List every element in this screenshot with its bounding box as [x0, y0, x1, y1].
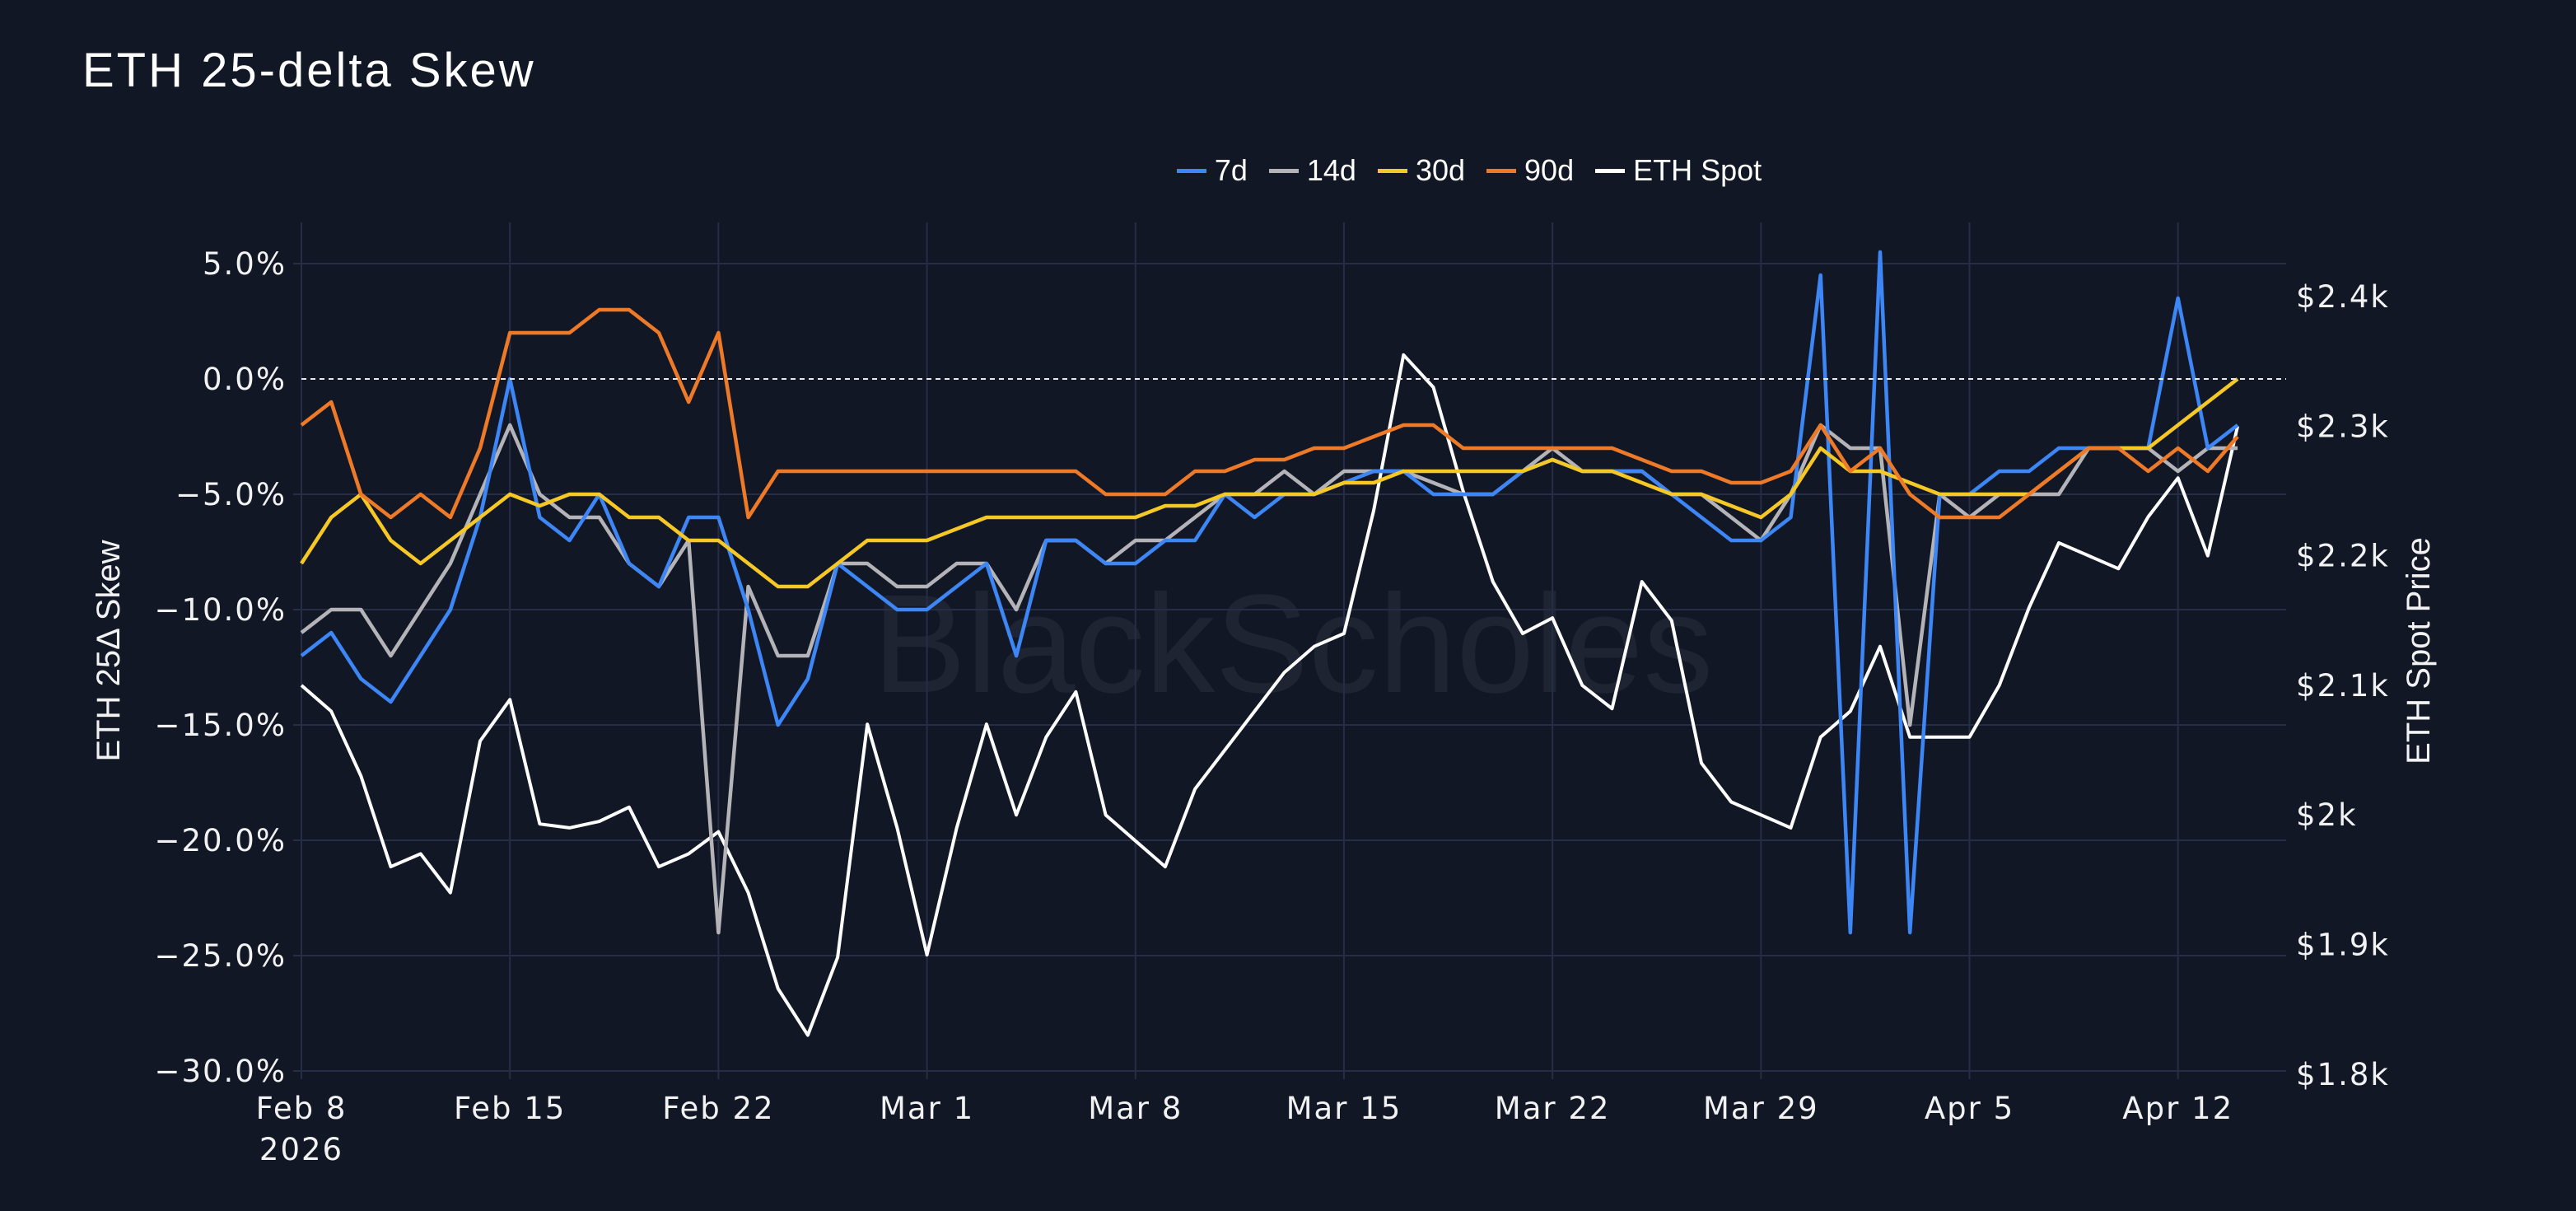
- x-tick-label: Mar 1: [880, 1091, 974, 1126]
- y-tick-label: 0.0%: [203, 362, 287, 397]
- y-tick-label: −25.0%: [154, 938, 287, 974]
- legend-item-14d[interactable]: 14d: [1268, 153, 1356, 188]
- y-tick-label: −10.0%: [154, 592, 287, 628]
- x-tick-label: Apr 5: [1925, 1091, 2014, 1126]
- legend-label: 90d: [1524, 153, 1575, 187]
- legend-swatch: [1377, 168, 1407, 173]
- legend-swatch: [1595, 168, 1626, 173]
- x-tick-year: 2026: [259, 1132, 343, 1167]
- legend-item-eth-spot[interactable]: ETH Spot: [1595, 153, 1762, 188]
- y2-tick-label: $2.2k: [2296, 539, 2390, 574]
- y2-tick-label: $1.9k: [2296, 928, 2390, 963]
- x-tick-label: Mar 8: [1088, 1091, 1183, 1126]
- x-tick-label: Mar 29: [1703, 1091, 1819, 1126]
- legend-swatch: [1176, 168, 1206, 173]
- series-line-eth-spot: [300, 353, 2240, 1037]
- legend-item-30d[interactable]: 30d: [1377, 153, 1466, 188]
- legend-swatch: [1486, 168, 1517, 173]
- chart-title: ETH 25-delta Skew: [82, 44, 536, 97]
- x-tick-label: Mar 15: [1286, 1091, 1402, 1126]
- x-tick-label: Feb 22: [662, 1091, 774, 1126]
- x-tick-label: Feb 8: [256, 1091, 348, 1126]
- x-tick-label: Apr 12: [2122, 1091, 2233, 1126]
- legend: 7d 14d 30d 90d ETH Spot: [0, 153, 2576, 188]
- y-tick-label: −5.0%: [175, 477, 287, 512]
- series-line-7d: [300, 250, 2239, 935]
- y2-tick-label: $2k: [2296, 797, 2358, 833]
- series-line-90d: [300, 307, 2239, 520]
- legend-swatch: [1268, 168, 1299, 173]
- x-tick-label: Mar 22: [1495, 1091, 1611, 1126]
- legend-label: 14d: [1306, 153, 1356, 187]
- y2-tick-label: $2.4k: [2296, 279, 2390, 315]
- y2-tick-label: $1.8k: [2296, 1057, 2390, 1092]
- y-tick-label: −15.0%: [154, 708, 287, 743]
- y2-axis-title: ETH Spot Price: [2401, 537, 2437, 764]
- legend-item-7d[interactable]: 7d: [1176, 153, 1248, 188]
- legend-label: ETH Spot: [1633, 153, 1762, 187]
- y2-tick-label: $2.3k: [2296, 409, 2390, 444]
- legend-label: 30d: [1415, 153, 1466, 187]
- series-line-30d: [300, 377, 2239, 589]
- legend-label: 7d: [1214, 153, 1248, 187]
- y-tick-label: −30.0%: [154, 1054, 287, 1089]
- y2-tick-label: $2.1k: [2296, 668, 2390, 704]
- watermark-logo: BlackScholes: [873, 566, 1714, 722]
- legend-item-90d[interactable]: 90d: [1486, 153, 1574, 188]
- x-tick-label: Feb 15: [454, 1091, 566, 1126]
- y-axis-title: ETH 25Δ Skew: [91, 540, 127, 761]
- y-tick-label: 5.0%: [203, 246, 287, 282]
- y-tick-label: −20.0%: [154, 823, 287, 858]
